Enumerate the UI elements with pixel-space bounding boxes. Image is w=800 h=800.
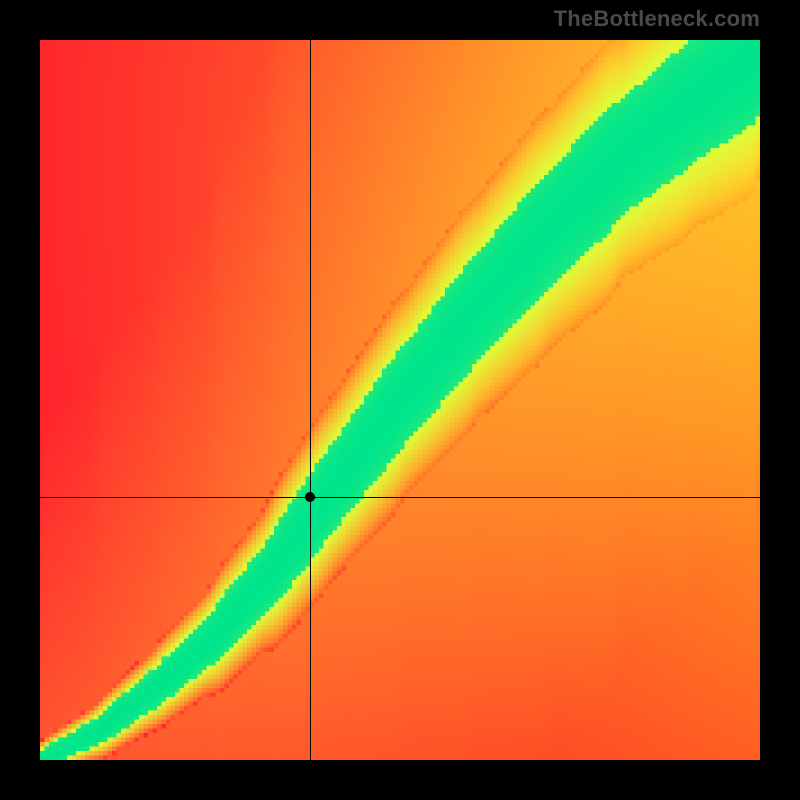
crosshair-horizontal: [40, 497, 760, 498]
crosshair-vertical: [310, 40, 311, 760]
heatmap-canvas: [40, 40, 760, 760]
watermark-text: TheBottleneck.com: [554, 6, 760, 32]
heatmap-plot: [40, 40, 760, 760]
